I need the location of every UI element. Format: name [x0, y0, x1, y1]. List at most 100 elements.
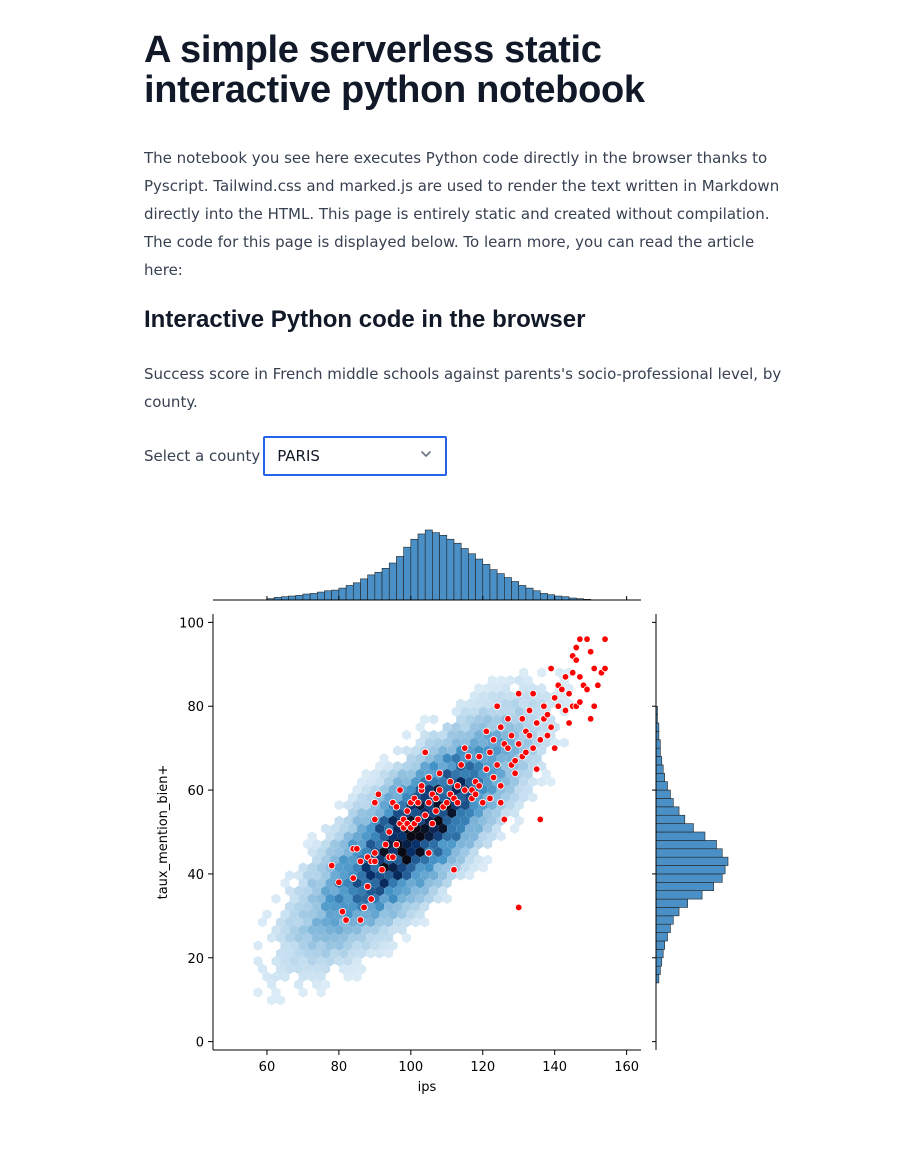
hexbin-cell [280, 956, 290, 967]
hexbin-cell [402, 745, 412, 756]
scatter-point [547, 723, 555, 731]
scatter-point [353, 845, 361, 853]
y-marginal-bar [655, 823, 694, 833]
hexbin-cell [289, 940, 299, 951]
intro-paragraph: The notebook you see here executes Pytho… [144, 149, 780, 279]
hexbin-cell [420, 729, 430, 741]
y-marginal-bar [655, 957, 663, 967]
hexbin-cell [339, 839, 349, 850]
hexbin-cell [298, 987, 308, 998]
hexbin-cell [321, 963, 331, 975]
hexbin-cell [375, 807, 385, 819]
scatter-point [497, 798, 505, 807]
hexbin-cell [312, 979, 322, 990]
hexbin-cell [456, 807, 466, 819]
hexbin-cell [276, 963, 286, 975]
hexbin-cell [447, 839, 457, 850]
y-marginal-bar [655, 907, 680, 917]
county-select-row: Select a county PARIS [144, 434, 448, 478]
hexbin-cell [393, 776, 403, 787]
hexbin-cell [541, 690, 551, 702]
hexbin-cell [496, 831, 506, 842]
hexbin-cell [339, 823, 349, 834]
hexbin-cell [469, 737, 479, 748]
hexbin-cell [483, 714, 493, 725]
hexbin-cell [379, 893, 389, 904]
hexbin-cell [330, 870, 340, 881]
scatter-point [421, 811, 429, 819]
scatter-point [529, 689, 537, 698]
hexbin-cell [411, 854, 421, 865]
hexbin-cell [357, 870, 367, 881]
scatter-point [421, 748, 429, 757]
hexbin-cell [303, 870, 313, 881]
hexbin-cell [379, 800, 389, 811]
hexbin-cell [325, 909, 335, 920]
hexbin-cell [519, 761, 529, 772]
hexbin-cell [447, 745, 457, 756]
hexbin-cell [303, 885, 313, 897]
hexbin-cell [357, 792, 367, 803]
hexbin-cell [433, 862, 443, 873]
x-marginal-bar [374, 571, 383, 601]
x-marginal-bar [381, 568, 390, 601]
hexbin-cell [361, 831, 371, 842]
hexbin-cell [393, 807, 403, 819]
hexbin-cell [537, 776, 547, 787]
scatter-point [425, 798, 433, 807]
hexbin-cell [442, 815, 452, 826]
scatter-point [327, 861, 336, 870]
hexbin-cell [393, 901, 403, 912]
hexbin-cell [357, 776, 367, 787]
x-marginal-bar [338, 587, 347, 601]
section-title: Interactive Python code in the browser [144, 306, 586, 333]
scatter-point [489, 773, 498, 782]
hexbin-cell [406, 893, 416, 904]
hexbin-cell [442, 893, 452, 904]
scatter-point [342, 916, 350, 924]
hexbin-cell [285, 870, 295, 881]
hexbin-cell [519, 776, 529, 787]
hexbin-cell [438, 807, 448, 819]
hexbin-cell [424, 893, 434, 904]
scatter-point [601, 664, 609, 673]
hexbin-cell [366, 807, 376, 819]
scatter-point [522, 748, 530, 757]
hexbin-cell [379, 768, 389, 780]
hexbin-cell [280, 940, 290, 951]
x-marginal-bar [410, 538, 419, 601]
x-marginal-bar [460, 548, 469, 601]
hexbin-cell [483, 823, 493, 834]
hexbin-cell [478, 737, 488, 748]
hexbin-cell [294, 885, 304, 897]
hexbin-cell [523, 768, 533, 780]
hexbin-cell [514, 722, 524, 733]
hexbin-cell [348, 932, 358, 943]
hexbin-cell [348, 885, 358, 897]
hexbin-cell [271, 924, 281, 936]
hexbin-cell [424, 862, 434, 873]
y-tick-label: 60 [187, 784, 204, 799]
scatter-point [550, 744, 559, 752]
hexbin-cell [312, 854, 322, 865]
hexbin-cell [384, 932, 394, 943]
hexbin-cell [325, 940, 335, 951]
hexbin-cell [366, 823, 376, 834]
hexbin-cell [312, 948, 322, 959]
hexbin-cell [375, 885, 385, 897]
x-marginal-bar [525, 587, 534, 601]
hexbin-cell [460, 815, 470, 826]
hexbin-cell [505, 722, 515, 733]
scatter-point [594, 681, 602, 689]
hexbin-cell [361, 815, 371, 826]
hexbin-cell [366, 776, 376, 787]
hexbin-cell [420, 823, 430, 834]
hexbin-cell [447, 823, 457, 834]
hexbin-cell [420, 714, 430, 725]
hexbin-cell [447, 854, 457, 865]
hexbin-cell [465, 854, 475, 865]
hexbin-cell [271, 956, 281, 967]
county-select[interactable]: PARIS [263, 436, 448, 476]
hexbin-cell [487, 815, 497, 826]
hexbin-cell [339, 948, 349, 959]
